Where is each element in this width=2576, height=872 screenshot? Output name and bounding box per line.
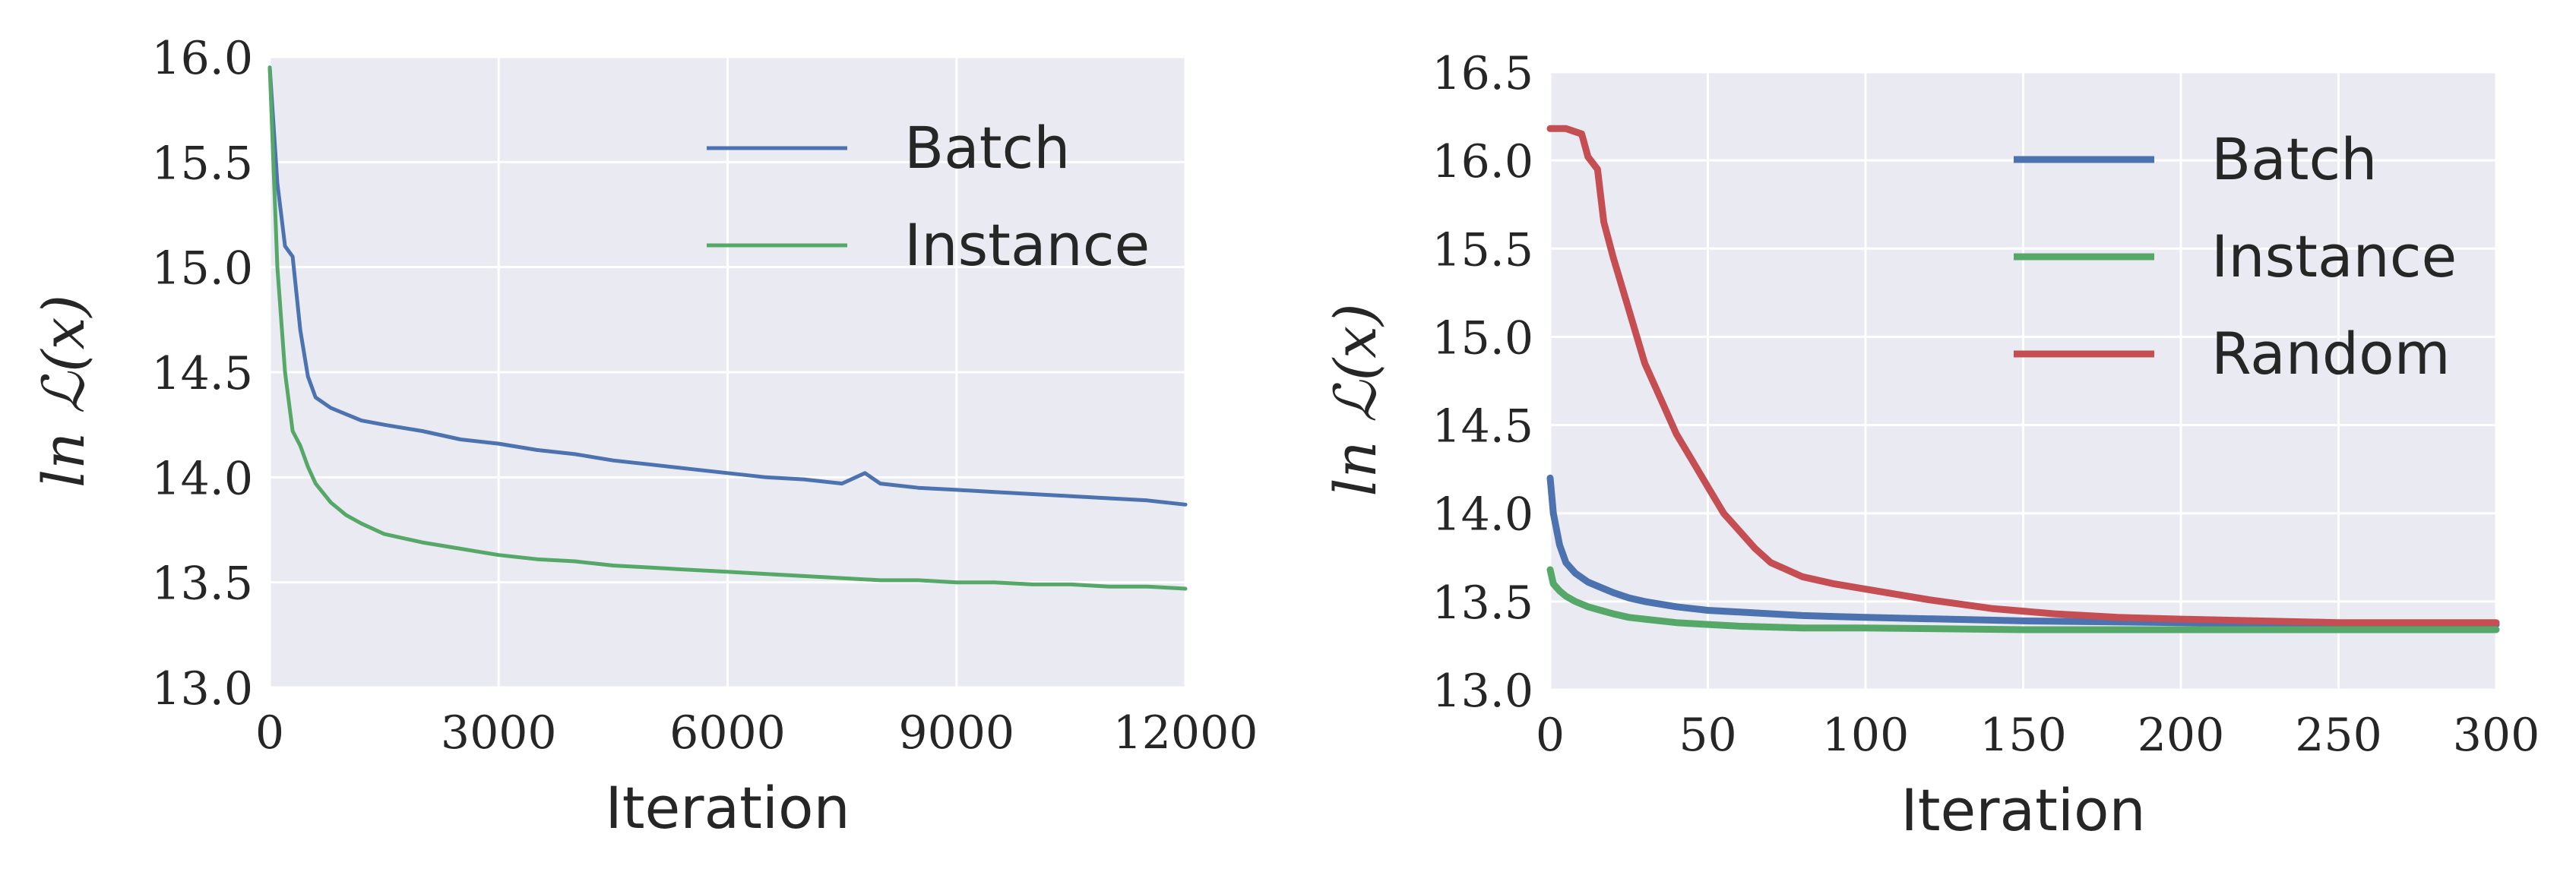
x-tick-label: 3000: [441, 706, 557, 760]
y-tick-label: 16.0: [1432, 135, 1533, 188]
y-tick-label: 16.5: [1432, 47, 1533, 100]
y-tick-label: 13.5: [151, 558, 253, 611]
x-tick-label: 50: [1679, 709, 1736, 762]
legend-label: Random: [2211, 320, 2451, 387]
chart-left: 0 3000 6000 9000 12000 13.0 13.5 14.0 14.5 15.0 15…: [30, 32, 1258, 842]
x-tick-label: 200: [2138, 709, 2225, 762]
y-tick-label: 13.0: [151, 662, 253, 716]
series-line-instance: [1546, 566, 2500, 633]
y-tick-label: 15.5: [151, 137, 253, 190]
x-tick-label: 250: [2295, 709, 2382, 762]
legend-label: Batch: [904, 114, 1070, 182]
series-line-instance: [267, 65, 1188, 591]
x-tick-label: 6000: [669, 706, 786, 760]
y-tick-label: 14.5: [1432, 400, 1533, 453]
y-tick-label: 15.5: [1432, 223, 1533, 276]
y-tick-label: 14.5: [151, 347, 253, 400]
y-tick-label: 14.0: [1432, 488, 1533, 542]
x-tick-label: 9000: [898, 706, 1014, 760]
series-line-batch: [1546, 474, 2500, 628]
x-tick-label: 0: [1536, 709, 1565, 762]
legend-label: Instance: [2211, 223, 2457, 290]
x-tick-label: 150: [1979, 709, 2067, 762]
series-line-batch: [267, 65, 1188, 507]
y-axis-label: ln ℒ(x): [1321, 303, 1389, 496]
series-line-random: [1546, 125, 2500, 627]
y-axis-label: ln ℒ(x): [30, 295, 97, 488]
y-tick-label: 16.0: [151, 32, 253, 85]
y-tick-label: 13.0: [1432, 665, 1533, 718]
x-tick-label: 12000: [1113, 706, 1258, 760]
x-tick-label: 100: [1822, 709, 1910, 762]
legend-label: Instance: [904, 211, 1150, 279]
legend-label: Batch: [2211, 125, 2377, 193]
y-tick-label: 13.5: [1432, 577, 1533, 630]
x-tick-label: 0: [255, 706, 284, 760]
y-tick-label: 15.0: [1432, 311, 1533, 365]
y-tick-label: 14.0: [151, 452, 253, 505]
x-tick-label: 300: [2453, 709, 2540, 762]
x-axis-label: Iteration: [1900, 776, 2145, 844]
x-axis-label: Iteration: [605, 774, 850, 842]
chart-right: 0 50 100 150 200 250 300 13.0 13.5 14.0 14.5 15.0 15…: [1321, 47, 2540, 844]
y-tick-label: 15.0: [151, 242, 253, 295]
